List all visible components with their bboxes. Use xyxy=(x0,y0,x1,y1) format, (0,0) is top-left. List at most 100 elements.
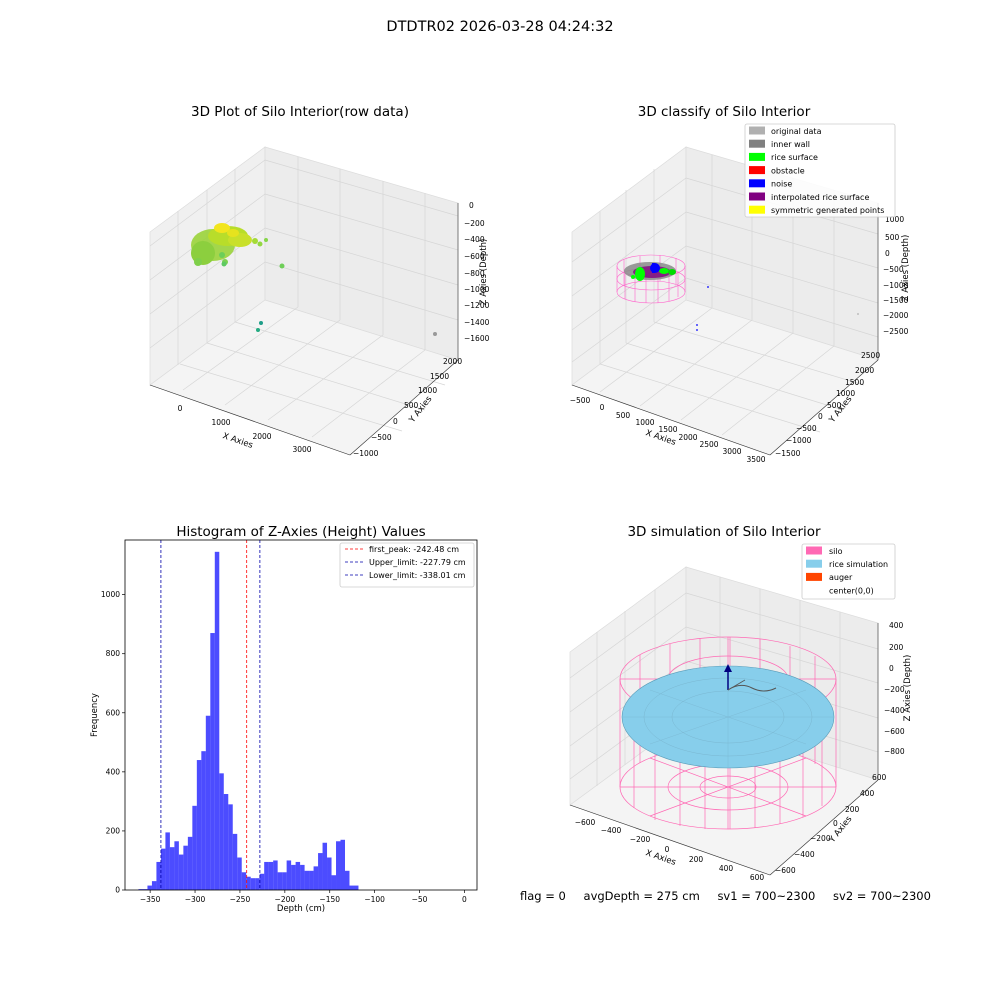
classify-y-tick: −1000 xyxy=(786,436,812,445)
histogram-bar xyxy=(286,860,292,890)
histogram-bar xyxy=(210,633,215,890)
histogram-y-tick-label: 600 xyxy=(106,708,121,717)
histogram-x-tick-label: −300 xyxy=(185,895,206,904)
classify-x-tick: 1500 xyxy=(658,425,677,434)
classify-x-tick: 3500 xyxy=(746,455,765,464)
sim-rice-surface xyxy=(621,665,835,769)
histogram-bar xyxy=(259,873,265,890)
raw-x-tick: 3000 xyxy=(292,445,311,454)
simulation-legend-swatch xyxy=(806,559,822,568)
raw-z-tick: −600 xyxy=(464,252,485,261)
histogram-bar xyxy=(151,881,157,890)
classify-legend-swatch xyxy=(749,126,765,135)
classify-x-tick: 0 xyxy=(600,403,605,412)
classify-legend-swatch xyxy=(749,166,765,175)
histogram-bar xyxy=(304,870,310,890)
histogram-legend-label: Upper_limit: -227.79 cm xyxy=(369,558,466,567)
histogram-x-tick-label: −200 xyxy=(275,895,296,904)
simulation-legend-label: rice simulation xyxy=(829,560,888,569)
histogram-bar xyxy=(142,889,148,890)
histogram-plot-area xyxy=(125,540,477,890)
histogram-bar xyxy=(241,872,247,890)
histogram-x-tick-label: −50 xyxy=(412,895,428,904)
histogram-bar xyxy=(353,885,359,890)
raw-z-tick: −800 xyxy=(464,269,485,278)
histogram-bar xyxy=(295,861,301,890)
histogram-bar xyxy=(201,751,206,890)
sim-y-tick: −400 xyxy=(794,850,815,859)
classify-y-tick: −500 xyxy=(796,424,817,433)
histogram-bar xyxy=(187,836,193,890)
sim-x-tick: 0 xyxy=(665,845,670,854)
raw-y-tick: 1500 xyxy=(430,372,449,381)
simulation-legend-label: center(0,0) xyxy=(829,586,874,595)
raw-point-cloud xyxy=(191,223,437,336)
classify-y-tick: 1500 xyxy=(845,378,864,387)
histogram-x-tick-label: −350 xyxy=(140,895,161,904)
sim-x-tick: 600 xyxy=(750,873,765,882)
classify-title: 3D classify of Silo Interior xyxy=(638,104,811,120)
sim-z-tick: −400 xyxy=(884,706,905,715)
histogram-x-tick-label: −150 xyxy=(319,895,340,904)
histogram-x-tick-label: 0 xyxy=(462,895,467,904)
sim-y-tick: −200 xyxy=(810,834,831,843)
classify-z-tick: −2000 xyxy=(883,311,909,320)
sim-x-tick: −200 xyxy=(630,835,651,844)
histogram-bar xyxy=(313,866,319,890)
classify-x-tick: −500 xyxy=(570,396,591,405)
histogram-x-tick-label: −100 xyxy=(364,895,385,904)
classify-x-tick: 2000 xyxy=(678,433,697,442)
raw-z-tick: −1600 xyxy=(464,334,490,343)
sim-z-tick: −200 xyxy=(884,685,905,694)
sim-y-tick: 600 xyxy=(872,773,887,782)
classify-z-tick: −2500 xyxy=(883,327,909,336)
raw-y-tick: 2000 xyxy=(443,357,462,366)
classify-point-groups xyxy=(624,262,859,331)
raw-z-tick: −200 xyxy=(464,219,485,228)
classify-legend-label: rice surface xyxy=(771,153,818,162)
raw-x-tick: 1000 xyxy=(211,418,230,427)
sim-y-tick: 200 xyxy=(845,805,860,814)
histogram-bar xyxy=(196,760,202,890)
sim-y-tick: −600 xyxy=(775,866,796,875)
histogram-bar xyxy=(340,839,345,890)
simulation-title: 3D simulation of Silo Interior xyxy=(627,524,821,540)
histogram-x-tick-label: −250 xyxy=(230,895,251,904)
classify-y-tick: −1500 xyxy=(775,449,801,458)
raw-z-label: Z Axies (Depth) xyxy=(479,239,489,306)
sim-y-tick: 0 xyxy=(833,819,838,828)
histogram-bar xyxy=(192,805,197,890)
classify-legend-label: inner wall xyxy=(771,140,810,149)
raw-3d-panel: 3D Plot of Silo Interior(row data) xyxy=(149,104,490,458)
sv1-text: sv1 = 700~2300 xyxy=(717,889,816,903)
sim-z-tick: 0 xyxy=(889,664,894,673)
histogram-bar xyxy=(237,857,242,890)
histogram-bar xyxy=(219,773,224,890)
sim-z-tick: 200 xyxy=(889,643,904,652)
histogram-legend: first_peak: -242.48 cm Upper_limit: -227.… xyxy=(339,542,475,588)
raw-z-tick: −400 xyxy=(464,235,485,244)
classify-z-tick: −1500 xyxy=(883,296,909,305)
histogram-bar xyxy=(232,833,238,890)
raw-y-tick: −500 xyxy=(371,433,392,442)
simulation-3d-panel: 3D simulation of Silo Interior xyxy=(569,524,913,882)
histogram-bar xyxy=(336,841,341,890)
sim-z-tick: −800 xyxy=(884,747,905,756)
sim-z-axis: 400 200 0 −200 −400 −600 −800 Z Axies (D… xyxy=(877,621,913,780)
classify-z-axis: 1000 500 0 −500 −1000 −1500 −2000 −2500 … xyxy=(877,203,911,360)
histogram-y-tick-label: 1000 xyxy=(101,590,120,599)
classify-legend-swatch xyxy=(749,139,765,148)
classify-legend-label: original data xyxy=(771,127,822,136)
histogram-bar xyxy=(345,870,350,890)
sim-z-label: Z Axies (Depth) xyxy=(903,655,913,722)
histogram-bar xyxy=(178,854,184,890)
simulation-legend-label: silo xyxy=(829,547,843,556)
classify-x-tick: 500 xyxy=(616,411,631,420)
histogram-x-label: Depth (cm) xyxy=(277,904,325,914)
classify-legend-label: interpolated rice surface xyxy=(771,193,869,202)
classify-z-tick: −1000 xyxy=(883,281,909,290)
histogram-bar xyxy=(300,864,305,890)
histogram-frame xyxy=(124,539,478,891)
classify-y-tick: 2000 xyxy=(855,366,874,375)
histogram-bar xyxy=(223,794,229,890)
